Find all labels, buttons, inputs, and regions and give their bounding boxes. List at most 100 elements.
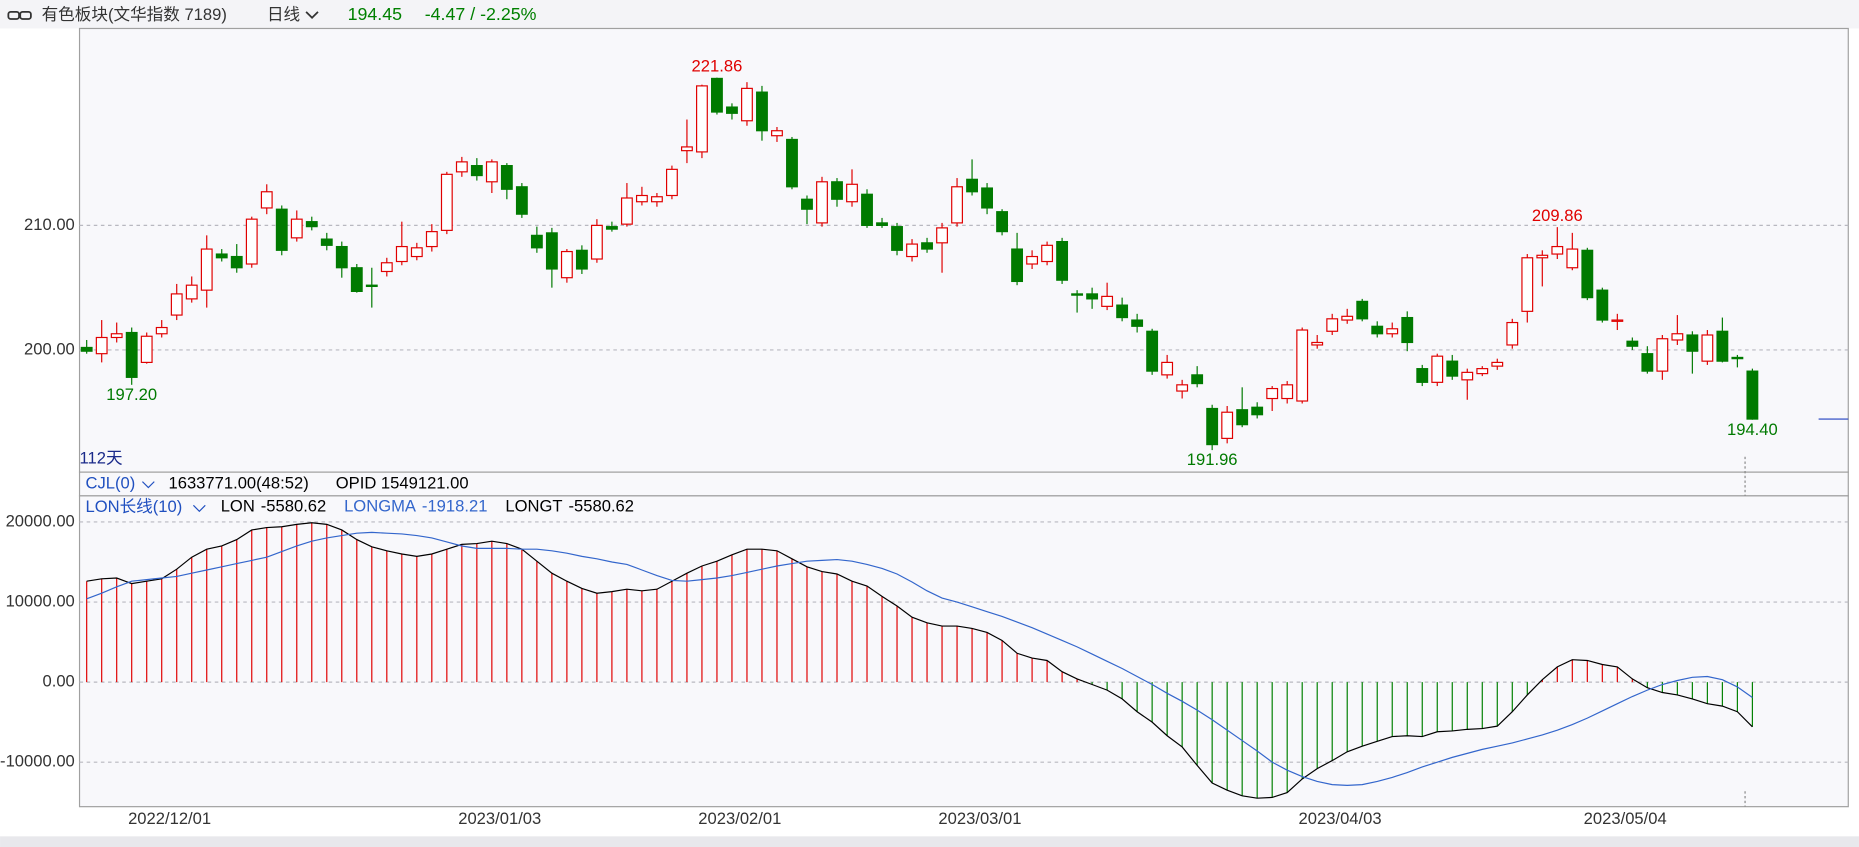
candle-body [921, 242, 933, 250]
candle-body [230, 255, 243, 269]
candle-body [1626, 340, 1639, 347]
candle-body [410, 247, 423, 258]
candle-body [1176, 384, 1189, 392]
candle-body [1086, 293, 1099, 300]
candle-body [1311, 341, 1324, 346]
candle-body [110, 333, 123, 339]
candle-body [1716, 330, 1729, 362]
y-tick-label: 20000.00 [6, 511, 75, 530]
candle-body [1416, 368, 1429, 383]
candle-body [545, 232, 558, 270]
candle-body [1131, 319, 1144, 327]
candle-body [1476, 368, 1489, 375]
candle-body [650, 196, 663, 203]
instrument-title[interactable]: 有色板块(文华指数 7189) [42, 5, 227, 24]
candle-body [515, 186, 528, 215]
candle-body [140, 335, 153, 363]
extreme-label: 197.20 [106, 385, 157, 404]
indicator-line [86, 522, 1753, 799]
candle-body [1326, 318, 1339, 332]
candle-body [470, 165, 483, 177]
y-tick-label: 0.00 [42, 671, 74, 690]
opid-value: OPID 1549121.00 [336, 473, 469, 492]
candle-body [756, 91, 768, 132]
candle-body [1191, 374, 1204, 385]
candle-body [395, 245, 408, 263]
candle-body [365, 284, 378, 288]
candle-body [1731, 356, 1744, 360]
candle-body [1746, 370, 1759, 420]
candle-body [1566, 248, 1579, 269]
candle-body [1401, 316, 1414, 344]
candle-body [200, 248, 213, 291]
candle-body [1071, 293, 1084, 296]
candle-body [711, 77, 723, 113]
candle-body [1431, 355, 1444, 383]
candle-body [1146, 330, 1159, 372]
candle-body [1611, 319, 1624, 322]
candle-body [1281, 384, 1294, 400]
candle-body [936, 227, 948, 244]
candle-body [560, 250, 573, 279]
extreme-label: 194.40 [1727, 420, 1778, 439]
candle-body [1551, 245, 1564, 255]
candle-body [1341, 315, 1354, 321]
indicator-line [86, 531, 1753, 786]
volume-indicator[interactable]: CJL(0) [85, 473, 135, 492]
candle-body [861, 193, 873, 226]
candle-body [1536, 254, 1549, 259]
extreme-label: 209.86 [1532, 206, 1583, 225]
candle-body [1521, 257, 1534, 312]
candle-body [1581, 249, 1594, 299]
readout-name: LON [221, 497, 255, 516]
candle-body [1641, 353, 1654, 372]
candle-body [380, 262, 393, 273]
candle-body [1386, 328, 1399, 335]
last-price: 194.45 [348, 4, 402, 24]
candle-body [320, 238, 333, 246]
candle-body [620, 197, 633, 225]
candle-body [455, 161, 468, 173]
y-tick-label: 210.00 [24, 215, 75, 234]
indicator-panel [78, 495, 1849, 808]
candle-body [1356, 300, 1369, 320]
x-tick-label: 2023/02/01 [698, 809, 781, 828]
day-count: 112天 [80, 448, 123, 467]
candle-body [741, 87, 753, 122]
candle-body [1461, 371, 1474, 381]
x-tick-label: 2023/01/03 [458, 809, 541, 828]
candle-body [966, 178, 978, 193]
candle-body [1266, 387, 1279, 400]
candle-body [1371, 325, 1384, 335]
candle-body [771, 130, 783, 137]
candle-body [1491, 361, 1504, 367]
indicator-readout: LONGMA -1918.21 [344, 497, 487, 516]
candle-body [125, 331, 138, 378]
candle-body [906, 243, 918, 258]
candle-body [1206, 407, 1219, 446]
candle-body [1116, 304, 1129, 319]
readout-value: -5580.62 [569, 497, 635, 516]
candle-body [1671, 333, 1684, 341]
indicator-selector[interactable]: LON长线(10) [85, 497, 182, 516]
candle-body [1056, 240, 1069, 281]
dropdown-chevron[interactable] [141, 481, 155, 489]
candle-body [696, 85, 708, 153]
extreme-label: 221.86 [692, 56, 743, 75]
candle-body [665, 168, 678, 197]
x-tick-label: 2023/04/03 [1299, 809, 1382, 828]
candle-body [485, 161, 498, 183]
candle-body [1011, 248, 1024, 283]
candle-body [891, 226, 903, 251]
period-selector[interactable]: 日线 [267, 5, 300, 24]
dropdown-chevron[interactable] [305, 11, 319, 20]
link-icon [7, 10, 32, 20]
readout-name: LONGT [505, 497, 562, 516]
candle-body [350, 267, 363, 293]
candle-body [500, 165, 513, 190]
x-tick-label: 2023/05/04 [1584, 809, 1667, 828]
dropdown-chevron[interactable] [192, 504, 206, 513]
candle-body [590, 224, 603, 260]
candle-body [1101, 295, 1114, 307]
